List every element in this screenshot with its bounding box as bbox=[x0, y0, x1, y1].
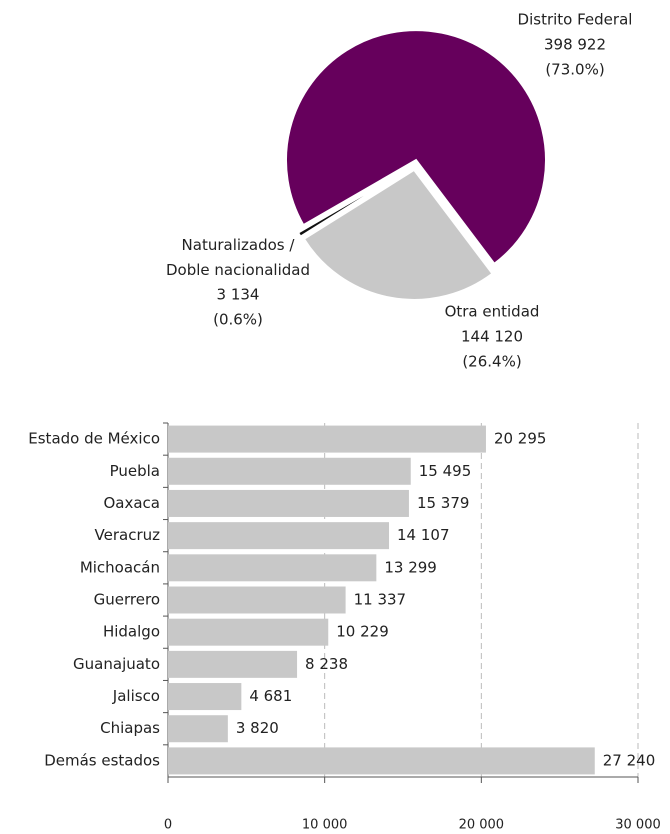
bar bbox=[168, 457, 411, 485]
y-tick-label: Hidalgo bbox=[103, 623, 160, 641]
slice-value: 3 134 bbox=[217, 286, 260, 304]
slice-value: 398 922 bbox=[544, 36, 606, 54]
data-label: 13 299 bbox=[384, 558, 437, 576]
bar bbox=[168, 425, 486, 453]
pie-slice bbox=[302, 168, 494, 301]
bar bbox=[168, 489, 409, 517]
slice-label: Naturalizados / Doble nacionalidad bbox=[166, 236, 310, 279]
slice-percent: (0.6%) bbox=[213, 311, 263, 329]
slice-label: Otra entidad bbox=[445, 303, 540, 321]
bar bbox=[168, 522, 390, 550]
y-tick-label: Estado de México bbox=[28, 430, 160, 448]
slice-percent: (73.0%) bbox=[545, 61, 604, 79]
x-tick-label: 10 000 bbox=[302, 818, 348, 833]
bar bbox=[168, 715, 228, 743]
data-label: 10 229 bbox=[336, 623, 389, 641]
slice-percent: (26.4%) bbox=[462, 353, 521, 371]
slice-label: Distrito Federal bbox=[518, 11, 633, 29]
data-label: 15 495 bbox=[419, 462, 472, 480]
slice-value: 144 120 bbox=[461, 328, 523, 346]
bar bbox=[168, 618, 329, 646]
y-tick-label: Jalisco bbox=[112, 687, 160, 705]
data-label: 3 820 bbox=[236, 719, 279, 737]
data-label: 20 295 bbox=[494, 430, 546, 448]
y-tick-label: Demás estados bbox=[44, 751, 160, 769]
data-label: 15 379 bbox=[417, 494, 470, 512]
data-label: 8 238 bbox=[305, 655, 348, 673]
y-tick-label: Puebla bbox=[110, 462, 160, 480]
bar bbox=[168, 683, 242, 711]
data-label: 11 337 bbox=[354, 591, 407, 609]
pie-slice bbox=[285, 29, 547, 266]
y-tick-label: Guerrero bbox=[94, 591, 160, 609]
bar bbox=[168, 650, 298, 678]
x-tick-label: 30 000 bbox=[615, 818, 661, 833]
y-tick-label: Michoacán bbox=[80, 558, 160, 576]
y-tick-label: Chiapas bbox=[100, 719, 160, 737]
bar bbox=[168, 586, 346, 614]
data-label: 27 240 bbox=[603, 751, 656, 769]
data-label: 4 681 bbox=[249, 687, 292, 705]
x-tick-label: 20 000 bbox=[459, 818, 505, 833]
y-tick-label: Veracruz bbox=[95, 526, 161, 544]
x-tick-label: 0 bbox=[164, 818, 172, 833]
y-tick-label: Guanajuato bbox=[73, 655, 160, 673]
bar bbox=[168, 554, 377, 582]
data-label: 14 107 bbox=[397, 526, 450, 544]
bar bbox=[168, 747, 595, 775]
pie-slice bbox=[296, 166, 412, 238]
y-tick-label: Oaxaca bbox=[103, 494, 160, 512]
